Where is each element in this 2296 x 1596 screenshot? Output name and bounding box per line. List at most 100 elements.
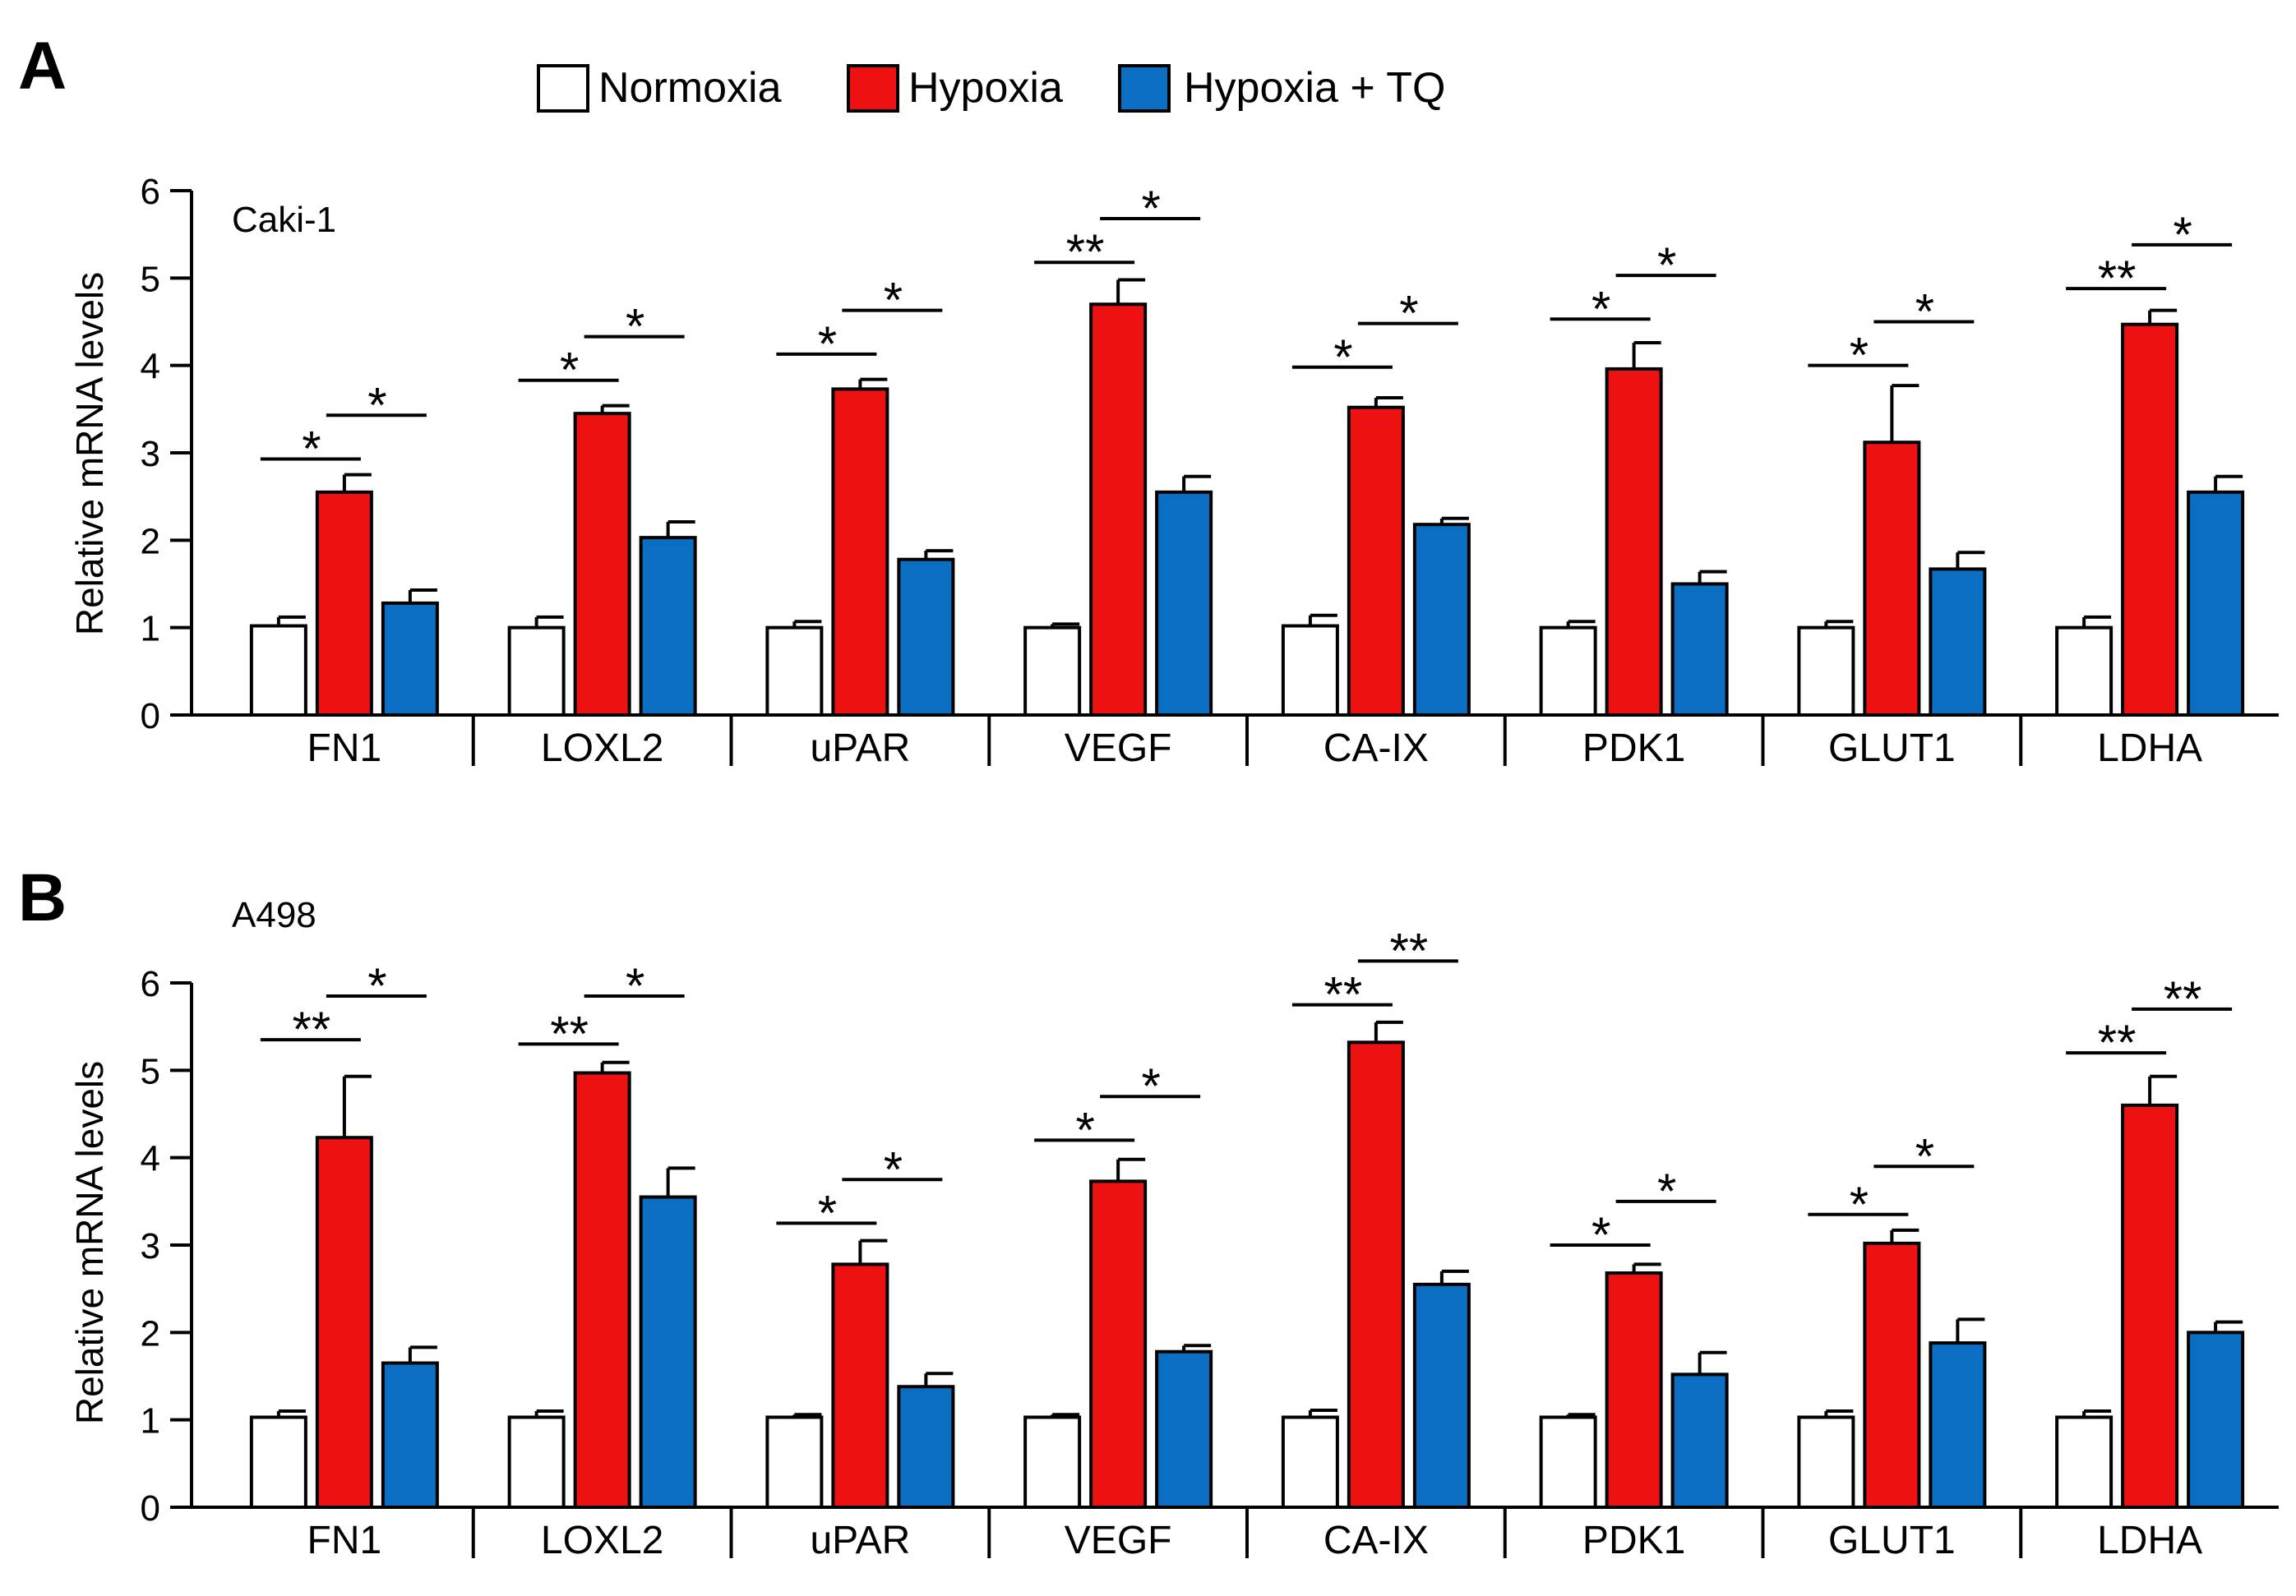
panel-b-bar-hypoxia-tq xyxy=(897,1385,955,1510)
panel-b-sig-marker-normoxia-vs-hypoxia: ** xyxy=(293,1002,331,1057)
panel-b-bar-normoxia xyxy=(1539,1415,1597,1510)
panel-b-category-label: VEGF xyxy=(1065,1519,1172,1562)
panel-b-bar-hypoxia xyxy=(1605,1271,1663,1509)
panel-a-bar-normoxia xyxy=(1539,625,1597,717)
panel-a-category-label: VEGF xyxy=(1065,727,1172,770)
panel-b-bar-normoxia xyxy=(2055,1415,2114,1510)
panel-b-bar-hypoxia xyxy=(315,1136,373,1509)
panel-a-category-label: uPAR xyxy=(810,727,910,770)
panel-a-bar-hypoxia-tq xyxy=(1155,490,1213,717)
panel-a-sig-marker-hypoxia-vs-tq: * xyxy=(1399,286,1418,341)
legend-swatch-hypoxia xyxy=(847,64,899,113)
panel-b-category-label: GLUT1 xyxy=(1828,1519,1956,1562)
panel-b-bar-hypoxia-tq xyxy=(1155,1349,1213,1510)
panel-a-bar-normoxia xyxy=(1797,625,1855,717)
panel-b-y-tick-label: 3 xyxy=(141,1226,160,1266)
panel-a-sig-marker-normoxia-vs-hypoxia: ** xyxy=(2098,251,2137,306)
panel-a-bar-hypoxia xyxy=(573,412,631,717)
panel-b-y-tick-label: 2 xyxy=(141,1313,160,1354)
panel-b-chart: A498 Relative mRNA levels 0123456FN1***L… xyxy=(68,895,2279,1562)
panel-a-y-tick-label: 4 xyxy=(141,347,160,387)
panel-a-bar-hypoxia-tq xyxy=(2187,490,2245,717)
panel-a-y-tick-label: 3 xyxy=(141,434,160,474)
legend-swatch-hypoxia-tq xyxy=(1118,64,1171,113)
panel-a-sig-marker-hypoxia-vs-tq: * xyxy=(884,273,903,328)
panel-a-sig-marker-hypoxia-vs-tq: * xyxy=(1141,181,1160,236)
legend-label-hypoxia-tq: Hypoxia + TQ xyxy=(1184,64,1445,112)
panel-b-y-axis-title: Relative mRNA levels xyxy=(68,1061,111,1424)
panel-a-category-label: PDK1 xyxy=(1582,727,1685,770)
panel-b-bar-hypoxia xyxy=(573,1071,631,1509)
panel-a-y-tick-label: 1 xyxy=(141,609,160,649)
panel-a-sig-marker-hypoxia-vs-tq: * xyxy=(2173,207,2192,262)
panel-b-category-label: uPAR xyxy=(810,1519,910,1562)
legend-swatch-normoxia xyxy=(537,64,589,113)
panel-b-bar-hypoxia-tq xyxy=(1670,1372,1729,1509)
panel-b-sig-marker-hypoxia-vs-tq: * xyxy=(1915,1128,1934,1183)
panel-a-sig-marker-normoxia-vs-hypoxia: * xyxy=(1850,328,1869,383)
panel-a-bar-hypoxia xyxy=(1605,367,1663,717)
panel-a-sig-marker-normoxia-vs-hypoxia: * xyxy=(302,421,321,476)
panel-b-category-label: LDHA xyxy=(2097,1519,2202,1562)
panel-a-sig-marker-hypoxia-vs-tq: * xyxy=(1915,284,1934,339)
legend-label-normoxia: Normoxia xyxy=(598,64,782,112)
panel-b-sig-marker-normoxia-vs-hypoxia: * xyxy=(1850,1177,1869,1232)
panel-a-bar-hypoxia-tq xyxy=(1412,523,1471,717)
panel-a-marks: 0123456FN1**LOXL2**uPAR**VEGF***CA-IX**P… xyxy=(141,172,2279,770)
panel-a-bar-normoxia xyxy=(1023,625,1082,717)
panel-b-cell-line: A498 xyxy=(232,895,316,935)
panel-a-category-label: LOXL2 xyxy=(541,727,663,770)
legend: Normoxia Hypoxia Hypoxia + TQ xyxy=(537,64,1445,113)
panel-a-bar-hypoxia-tq xyxy=(381,601,439,717)
panel-b-category-label: LOXL2 xyxy=(541,1519,663,1562)
panel-a-cell-line: Caki-1 xyxy=(232,200,336,240)
panel-b-bar-hypoxia-tq xyxy=(639,1195,697,1510)
panel-b-bar-normoxia xyxy=(249,1415,307,1510)
panel-b-y-tick-label: 1 xyxy=(141,1401,160,1441)
panel-a-bar-hypoxia xyxy=(2121,322,2179,717)
panel-b-sig-marker-normoxia-vs-hypoxia: * xyxy=(1075,1102,1094,1157)
panel-a-sig-marker-normoxia-vs-hypoxia: ** xyxy=(1066,224,1105,279)
panel-a-y-tick-label: 5 xyxy=(141,259,160,299)
panel-b-sig-marker-normoxia-vs-hypoxia: ** xyxy=(1324,967,1363,1022)
panel-a-y-tick-label: 2 xyxy=(141,521,160,561)
panel-a-category-label: GLUT1 xyxy=(1828,727,1956,770)
panel-b-sig-marker-normoxia-vs-hypoxia: ** xyxy=(550,1006,589,1061)
panel-a-sig-marker-hypoxia-vs-tq: * xyxy=(367,377,386,432)
panel-b-marks: 0123456FN1***LOXL2***uPAR**VEGF**CA-IX**… xyxy=(141,923,2279,1562)
panel-a-category-label: FN1 xyxy=(307,727,382,770)
panel-b-sig-marker-hypoxia-vs-tq: * xyxy=(1657,1164,1676,1219)
panel-a-y-tick-label: 0 xyxy=(141,696,160,736)
panel-a-bar-hypoxia xyxy=(1347,405,1405,717)
panel-a-bar-normoxia xyxy=(249,624,307,717)
panel-letter-a: A xyxy=(18,29,67,104)
panel-b-sig-marker-hypoxia-vs-tq: * xyxy=(626,958,644,1013)
panel-b-bar-hypoxia xyxy=(1347,1040,1405,1509)
panel-b-bar-hypoxia-tq xyxy=(2187,1331,2245,1510)
panel-b-bar-normoxia xyxy=(507,1415,566,1510)
panel-b-sig-marker-hypoxia-vs-tq: * xyxy=(367,958,386,1013)
panel-a-chart: Caki-1 Relative mRNA levels 0123456FN1**… xyxy=(68,172,2279,770)
panel-b-bar-hypoxia-tq xyxy=(1929,1341,1987,1510)
panel-a-bar-normoxia xyxy=(507,625,566,717)
panel-a-bar-hypoxia-tq xyxy=(897,557,955,717)
panel-b-category-label: CA-IX xyxy=(1324,1519,1429,1562)
panel-b-y-tick-label: 4 xyxy=(141,1139,160,1179)
panel-b-bar-hypoxia xyxy=(2121,1103,2179,1510)
panel-a-bar-normoxia xyxy=(765,625,824,717)
legend-label-hypoxia: Hypoxia xyxy=(908,64,1063,112)
panel-a-bar-hypoxia xyxy=(315,490,373,717)
panel-a-bar-hypoxia xyxy=(831,387,889,717)
panel-b-bar-hypoxia xyxy=(831,1262,889,1509)
panel-a-category-label: CA-IX xyxy=(1324,727,1429,770)
panel-a-category-label: LDHA xyxy=(2097,727,2202,770)
panel-b-bar-normoxia xyxy=(1797,1415,1855,1510)
panel-a-bar-hypoxia-tq xyxy=(1670,582,1729,717)
panel-b-category-label: FN1 xyxy=(307,1519,382,1562)
panel-b-sig-marker-normoxia-vs-hypoxia: * xyxy=(1591,1207,1610,1262)
panel-a-sig-marker-normoxia-vs-hypoxia: * xyxy=(818,316,837,371)
panel-b-sig-marker-hypoxia-vs-tq: * xyxy=(884,1142,903,1197)
panel-letter-b: B xyxy=(18,860,67,935)
panel-a-bar-hypoxia xyxy=(1863,441,1921,717)
